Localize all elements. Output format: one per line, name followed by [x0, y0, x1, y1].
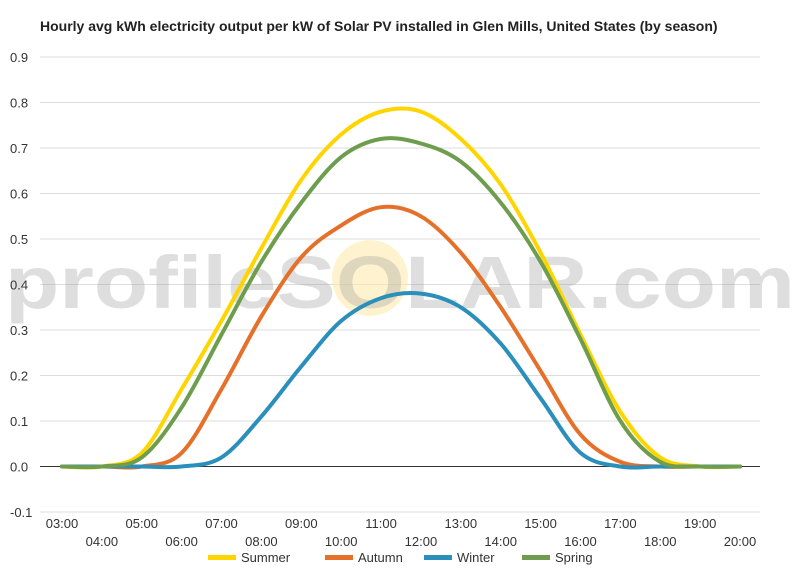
legend-label-autumn: Autumn	[358, 550, 403, 565]
watermark-text: profileSOLAR.com	[5, 241, 795, 324]
legend-label-winter: Winter	[457, 550, 495, 565]
legend-swatch-winter	[424, 555, 452, 560]
legend-label-spring: Spring	[555, 550, 593, 565]
x-tick-label: 07:00	[205, 516, 238, 531]
x-tick-label: 03:00	[46, 516, 79, 531]
y-tick-label: 0.9	[10, 50, 28, 65]
y-tick-label: 0.3	[10, 323, 28, 338]
x-tick-label: 04:00	[86, 534, 119, 549]
series-line-autumn	[60, 204, 742, 470]
x-tick-label: 09:00	[285, 516, 318, 531]
x-tick-label: 08:00	[245, 534, 278, 549]
y-axis-ticks: -0.1 0.0 0.1 0.2 0.3 0.4 0.5 0.6 0.7 0.8 0.9	[10, 50, 32, 520]
x-tick-label: 10:00	[325, 534, 358, 549]
y-tick-label: 0.5	[10, 232, 28, 247]
y-tick-label: -0.1	[10, 505, 32, 520]
watermark: profileSOLAR.com	[5, 240, 795, 324]
series-line-spring	[60, 136, 742, 470]
series-line-summer	[60, 106, 742, 470]
chart-title: Hourly avg kWh electricity output per kW…	[40, 18, 718, 34]
legend-label-summer: Summer	[241, 550, 291, 565]
x-tick-label: 05:00	[125, 516, 158, 531]
y-tick-label: 0.4	[10, 278, 28, 293]
x-tick-label: 14:00	[484, 534, 517, 549]
legend-swatch-autumn	[325, 555, 353, 560]
y-tick-label: 0.0	[10, 460, 28, 475]
y-tick-label: 0.8	[10, 96, 28, 111]
x-tick-label: 16:00	[564, 534, 597, 549]
series-line-winter	[60, 291, 742, 470]
y-tick-label: 0.7	[10, 141, 28, 156]
x-tick-label: 19:00	[684, 516, 717, 531]
x-tick-label: 06:00	[165, 534, 198, 549]
y-tick-label: 0.1	[10, 414, 28, 429]
legend-swatch-spring	[522, 555, 550, 560]
x-tick-label: 12:00	[405, 534, 438, 549]
x-tick-label: 18:00	[644, 534, 677, 549]
x-tick-label: 11:00	[365, 516, 397, 531]
series-lines	[60, 106, 742, 470]
x-tick-label: 13:00	[445, 516, 478, 531]
legend: Summer Autumn Winter Spring	[208, 550, 593, 565]
x-tick-label: 20:00	[724, 534, 757, 549]
gridlines	[40, 56, 760, 513]
x-tick-label: 15:00	[524, 516, 557, 531]
x-axis-ticks: 03:00 04:00 05:00 06:00 07:00 08:00 09:00 10:00…	[46, 516, 757, 549]
x-tick-label: 17:00	[604, 516, 637, 531]
y-tick-label: 0.6	[10, 187, 28, 202]
y-tick-label: 0.2	[10, 369, 28, 384]
legend-swatch-summer	[208, 555, 236, 560]
